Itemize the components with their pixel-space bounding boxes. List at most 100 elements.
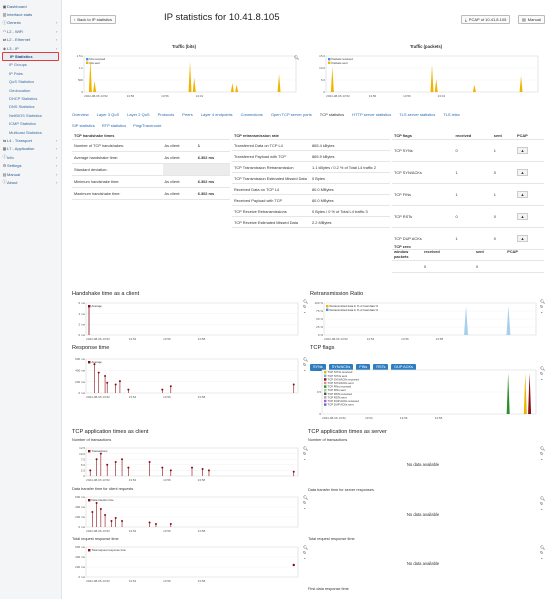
sidebar-item[interactable]: DHCP Statistics: [0, 94, 61, 102]
sidebar-item[interactable]: ⚙ Settings ›: [0, 161, 61, 169]
pcap-download-button[interactable]: ▲: [516, 235, 528, 242]
sidebar-item[interactable]: NetBIOS Statistics: [0, 111, 61, 119]
sidebar-item[interactable]: QoS Statistics: [0, 78, 61, 86]
tab[interactable]: TLS server statistics: [399, 112, 436, 117]
sidebar-item[interactable]: Geolocation: [0, 86, 61, 94]
manual-button[interactable]: ▤ Manual: [518, 15, 545, 24]
sidebar-item[interactable]: Multicast Statistics: [0, 128, 61, 136]
y-tick-label: 1.5 k: [76, 54, 83, 58]
data-point: [154, 523, 157, 525]
tab[interactable]: Layer 4 endpoints: [200, 112, 233, 117]
y-tick-label: 600 ms: [75, 495, 85, 499]
sidebar-item-label: ICMP Statistics: [9, 121, 37, 127]
y-tick-label: 12.5: [79, 446, 85, 450]
table-cell: TCP Transmission Retransmission: [232, 161, 310, 173]
pcap-button[interactable]: ⤓ PCAP of 10.41.8.105: [461, 15, 511, 24]
tab[interactable]: TCP statistics: [319, 112, 345, 117]
page-title: IP statistics for 10.41.8.105: [164, 12, 280, 23]
chart-tools[interactable]: 🔍︎ ↻ ⌄: [540, 366, 546, 381]
flag-filter-button[interactable]: SYN/ACKs: [328, 364, 354, 371]
tab[interactable]: TLS letsx: [443, 112, 460, 117]
chart-tools[interactable]: 🔍︎ ↻ ⌄: [540, 496, 546, 511]
tab[interactable]: Peers: [182, 112, 193, 117]
data-point: [161, 388, 164, 391]
table-cell: 0: [453, 205, 492, 228]
table-row: Minimum handshake time: As client: 6.302 m…: [72, 175, 230, 188]
table-header: received: [422, 243, 474, 261]
pcap-download-button[interactable]: ▲: [516, 169, 528, 176]
table-cell: 1.1 kBytes / 0.2 % of Total L4 traffic 2: [310, 161, 390, 173]
flag-filter-button[interactable]: RSTs: [373, 364, 389, 371]
tab[interactable]: HTTP server statistics: [352, 112, 392, 117]
chart-tools[interactable]: 🔍︎ ↻ ⌄: [303, 545, 309, 560]
y-tick-label: 1.0: [317, 368, 322, 372]
data-point: [148, 521, 151, 524]
y-tick-label: 600 ms: [75, 357, 85, 361]
sidebar-item[interactable]: ▦ L7 - Application ›: [0, 145, 61, 153]
y-tick-label: 25 %: [316, 325, 323, 329]
sidebar-item[interactable]: ◠ L2 - WiFi ›: [0, 27, 61, 35]
data-point: [106, 381, 109, 384]
table-row: TCP SYNs 0 1 ▲: [392, 139, 544, 162]
subtab[interactable]: SIP statistics: [72, 123, 95, 128]
sidebar-item[interactable]: ⇆ L4 - Transport ›: [0, 136, 61, 144]
y-tick-label: 0.5: [317, 390, 322, 394]
sidebar-item[interactable]: IP Groups: [0, 61, 61, 69]
sidebar-item[interactable]: ⓘ Generic ›: [0, 19, 61, 27]
legend-entry: Average: [92, 360, 103, 364]
sidebar-item[interactable]: ◈ L3 - IP ›: [0, 44, 61, 52]
tab[interactable]: Overview: [72, 112, 89, 117]
flag-filter-button[interactable]: DUP ACKs: [391, 364, 416, 371]
chart-tools[interactable]: 🔍︎ ↻ ⌄: [303, 495, 309, 510]
legend-swatch: [324, 389, 327, 392]
chart-tools[interactable]: 🔍︎ ↻ ⌄: [540, 545, 546, 560]
sidebar-item[interactable]: ⓘ Info ›: [0, 153, 61, 161]
x-tick-label: 13:56: [127, 94, 135, 98]
sidebar-item[interactable]: DNS Statistics: [0, 103, 61, 111]
data-point: [104, 375, 107, 377]
tab[interactable]: Layer 3 QoS: [96, 112, 120, 117]
sidebar-item[interactable]: ▥ Interface stats: [0, 10, 61, 18]
flag-filter-button[interactable]: SYNs: [310, 364, 326, 371]
table-cell: [162, 163, 196, 176]
sidebar-item[interactable]: ICMP Statistics: [0, 119, 61, 127]
x-tick-label: 13:58: [198, 529, 206, 533]
data-point: [169, 469, 172, 472]
sidebar-item[interactable]: ▤ Manual ›: [0, 170, 61, 178]
subtab[interactable]: RTP statistics: [101, 123, 127, 128]
chart-tools[interactable]: 🔍︎ ↻ ⌄: [303, 446, 309, 461]
pcap-download-button[interactable]: ▲: [516, 147, 528, 154]
tab[interactable]: Open TCP server ports: [270, 112, 312, 117]
sidebar-item[interactable]: ▣ Dashboard: [0, 2, 61, 10]
sidebar: ▣ Dashboard ▥ Interface stats ⓘ Generic › ◠ L2 -…: [0, 0, 62, 599]
tab[interactable]: Protocols: [157, 112, 175, 117]
plot-area: [85, 302, 299, 336]
zoom-icon[interactable]: 🔍︎: [294, 55, 300, 60]
sidebar-item[interactable]: IP Statistics: [2, 52, 59, 61]
legend-entry: Transactions: [92, 449, 109, 453]
sidebar-item[interactable]: ⇄ L2 - Ethernet ›: [0, 36, 61, 44]
subtab[interactable]: Ping/Traceroute: [133, 123, 162, 128]
chart-tools[interactable]: 🔍︎ ↻ ⌄: [540, 446, 546, 461]
chart-tools[interactable]: 🔍︎ ↻ ⌄: [303, 357, 309, 372]
back-button[interactable]: ‹ Back to IP statistics: [70, 15, 116, 24]
y-tick-label: 75 %: [316, 309, 323, 313]
tab[interactable]: Layer 2 QoS: [127, 112, 150, 117]
traffic-bits-title: Traffic (bits): [172, 44, 196, 49]
chart-tools[interactable]: 🔍︎ ↻ ⌄: [303, 299, 309, 314]
chevron-left-icon: ‹: [74, 17, 76, 22]
pcap-download-button[interactable]: ▲: [516, 213, 528, 220]
sidebar-item[interactable]: IP Pairs: [0, 69, 61, 77]
chevron-icon: ›: [56, 20, 58, 26]
sidebar-item[interactable]: ⓘ About ›: [0, 178, 61, 186]
x-tick-label: 13:56: [163, 529, 171, 533]
chart-tools[interactable]: 🔍︎ ↻ ⌄: [540, 299, 546, 314]
flag-filter-button[interactable]: FINs: [356, 364, 371, 371]
pcap-download-button[interactable]: ▲: [516, 191, 528, 198]
table-row: TCP Receive Retransmissions 0 Bytes / 0 %…: [232, 205, 390, 217]
table-header: PCAP: [505, 243, 544, 261]
tab[interactable]: Connections: [240, 112, 263, 117]
